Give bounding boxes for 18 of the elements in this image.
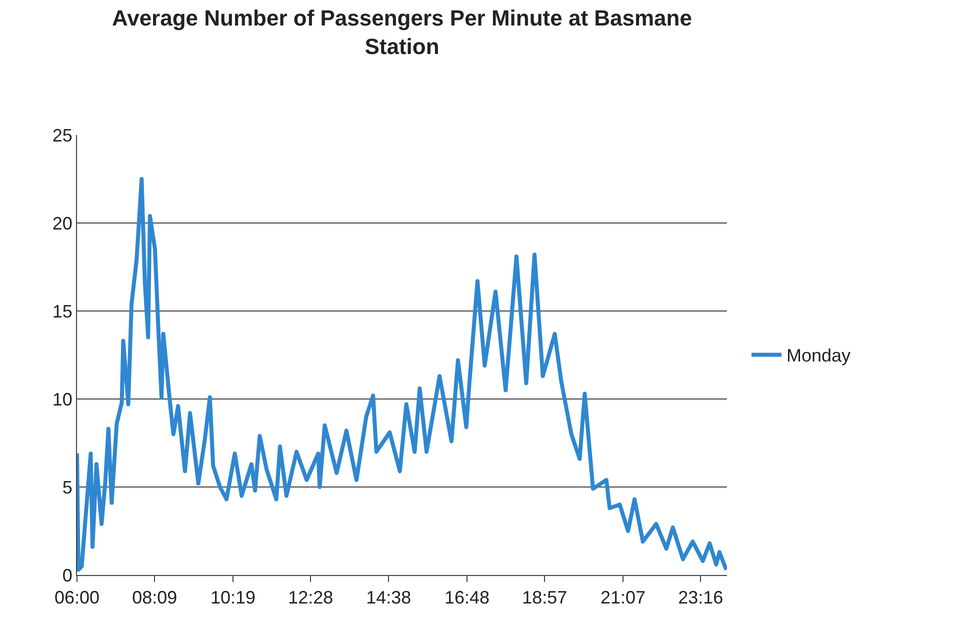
x-tick-label: 18:57 [522,588,568,608]
x-tick-label: 14:38 [366,588,412,608]
y-tick-label: 0 [62,565,72,586]
chart-title: Average Number of Passengers Per Minute at Basmane Station [112,6,692,60]
x-tick-label: 21:07 [600,588,646,608]
legend-label: Monday [786,346,851,366]
y-tick-label: 10 [52,389,72,410]
line-series [77,177,727,572]
y-tick-label: 25 [52,125,72,146]
x-tick-label: 06:00 [54,588,100,608]
x-tick-label: 23:16 [678,588,724,608]
x-tick-label: 08:09 [132,588,178,608]
x-tick-label: 16:48 [444,588,490,608]
x-tick-label: 12:28 [288,588,334,608]
x-tick-label: 10:19 [210,588,256,608]
y-tick-label: 15 [52,301,72,322]
y-tick-label: 5 [62,477,72,498]
y-tick-label: 20 [52,213,72,234]
